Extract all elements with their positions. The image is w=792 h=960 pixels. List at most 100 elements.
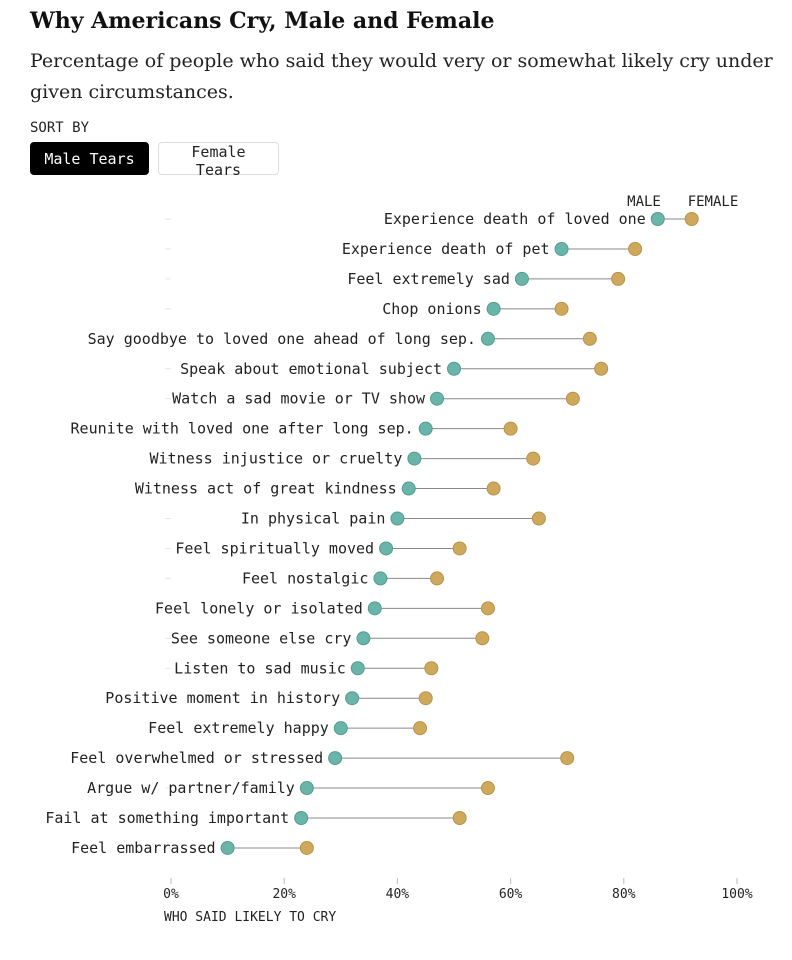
female-point[interactable] <box>299 840 314 855</box>
chart-row: See someone else cry <box>165 629 490 647</box>
female-point[interactable] <box>418 691 433 706</box>
x-tick-label: 40% <box>386 887 410 902</box>
male-point[interactable] <box>418 421 433 436</box>
sort-male-tears-button[interactable]: Male Tears <box>30 142 149 175</box>
chart-row: Witness injustice or cruelty <box>150 450 541 468</box>
male-point[interactable] <box>379 541 394 556</box>
chart-row: Feel lonely or isolated <box>155 599 495 617</box>
x-tick-label: 80% <box>612 887 636 902</box>
chart-row: Feel nostalgic <box>165 569 445 587</box>
chart-row: Speak about emotional subject <box>165 360 609 378</box>
category-label: Listen to sad music <box>174 659 346 677</box>
x-axis-label: WHO SAID LIKELY TO CRY <box>164 910 336 925</box>
x-tick-label: 60% <box>499 887 523 902</box>
chart-row: Argue w/ partner/family <box>87 779 495 797</box>
female-point[interactable] <box>503 421 518 436</box>
chart-subtitle: Percentage of people who said they would… <box>30 50 773 103</box>
category-label: Feel lonely or isolated <box>155 599 363 617</box>
female-point[interactable] <box>480 781 495 796</box>
male-point[interactable] <box>480 331 495 346</box>
chart-title: Why Americans Cry, Male and Female <box>30 8 495 34</box>
category-label: Chop onions <box>382 300 481 318</box>
chart-row: Watch a sad movie or TV show <box>165 390 580 408</box>
male-point[interactable] <box>486 301 501 316</box>
male-point[interactable] <box>345 691 360 706</box>
female-point[interactable] <box>430 571 445 586</box>
female-point[interactable] <box>424 661 439 676</box>
male-point[interactable] <box>554 241 569 256</box>
legend-male: MALE <box>627 194 661 210</box>
male-point[interactable] <box>220 840 235 855</box>
chart-row: Experience death of loved one <box>165 210 699 228</box>
male-point[interactable] <box>430 391 445 406</box>
male-point[interactable] <box>650 212 665 226</box>
female-point[interactable] <box>594 361 609 376</box>
chart-row: Feel extremely sad <box>165 270 626 288</box>
chart-row: Feel embarrassed <box>71 839 314 857</box>
x-tick-label: 0% <box>163 887 179 902</box>
male-point[interactable] <box>407 451 422 466</box>
male-point[interactable] <box>356 631 371 646</box>
category-label: Experience death of loved one <box>384 210 646 228</box>
category-label: Fail at something important <box>45 809 289 827</box>
chart-row: Fail at something important <box>45 809 467 827</box>
category-label: Witness act of great kindness <box>135 480 397 498</box>
chart-row: Say goodbye to loved one ahead of long s… <box>88 330 597 348</box>
category-label: Feel spiritually moved <box>175 539 374 557</box>
female-point[interactable] <box>628 241 643 256</box>
female-point[interactable] <box>582 331 597 346</box>
category-label: Feel overwhelmed or stressed <box>70 749 323 767</box>
chart-row: Positive moment in history <box>105 689 433 707</box>
category-label: Feel embarrassed <box>71 839 216 857</box>
category-label: Witness injustice or cruelty <box>150 450 403 468</box>
male-point[interactable] <box>294 811 309 825</box>
male-point[interactable] <box>367 601 382 616</box>
chart-row: Chop onions <box>165 300 569 318</box>
category-label: Feel extremely happy <box>148 719 329 737</box>
category-label: Feel extremely sad <box>347 270 510 288</box>
category-label: Experience death of pet <box>342 240 550 258</box>
female-point[interactable] <box>480 601 495 616</box>
female-point[interactable] <box>475 631 490 646</box>
female-point[interactable] <box>554 301 569 316</box>
category-label: Say goodbye to loved one ahead of long s… <box>88 330 476 348</box>
category-label: Speak about emotional subject <box>180 360 442 378</box>
male-point[interactable] <box>299 781 314 796</box>
female-point[interactable] <box>452 541 467 556</box>
female-point[interactable] <box>486 481 501 496</box>
chart-row: Listen to sad music <box>165 659 439 677</box>
female-point[interactable] <box>684 212 699 226</box>
chart-row: Witness act of great kindness <box>135 480 501 498</box>
category-label: Reunite with loved one after long sep. <box>71 420 414 438</box>
female-point[interactable] <box>531 511 546 526</box>
male-point[interactable] <box>373 571 388 586</box>
female-point[interactable] <box>452 811 467 825</box>
legend-female: FEMALE <box>688 194 739 210</box>
category-label: Argue w/ partner/family <box>87 779 295 797</box>
male-point[interactable] <box>401 481 416 496</box>
female-point[interactable] <box>565 391 580 406</box>
sort-by-label: SORT BY <box>30 120 90 136</box>
male-point[interactable] <box>328 751 343 766</box>
female-point[interactable] <box>611 271 626 286</box>
female-point[interactable] <box>560 751 575 766</box>
male-point[interactable] <box>514 271 529 286</box>
male-point[interactable] <box>390 511 405 526</box>
category-label: In physical pain <box>241 510 386 528</box>
female-point[interactable] <box>413 721 428 736</box>
category-label: Positive moment in history <box>105 689 340 707</box>
x-tick-label: 100% <box>721 887 752 902</box>
x-tick-label: 20% <box>272 887 296 902</box>
chart-row: Feel spiritually moved <box>165 539 467 557</box>
category-label: See someone else cry <box>171 629 352 647</box>
male-point[interactable] <box>333 721 348 736</box>
male-point[interactable] <box>447 361 461 376</box>
sort-female-tears-button[interactable]: Female Tears <box>158 142 279 179</box>
male-point[interactable] <box>350 661 365 676</box>
female-point[interactable] <box>526 451 541 466</box>
chart-row: Feel overwhelmed or stressed <box>70 749 575 767</box>
chart-row: Feel extremely happy <box>148 719 428 737</box>
chart-row: Experience death of pet <box>165 240 643 258</box>
category-label: Watch a sad movie or TV show <box>172 390 426 408</box>
chart-row: In physical pain <box>165 510 546 528</box>
